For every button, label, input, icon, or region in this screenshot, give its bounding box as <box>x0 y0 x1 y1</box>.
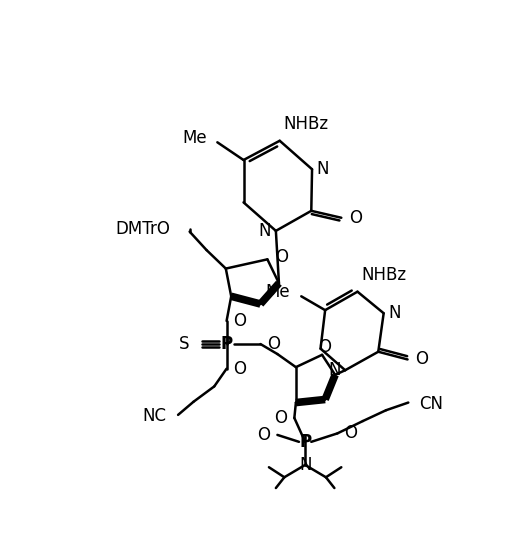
Text: O: O <box>344 424 357 442</box>
Text: O: O <box>318 338 331 356</box>
Text: P: P <box>220 335 233 353</box>
Text: NC: NC <box>143 407 167 426</box>
Text: N: N <box>317 160 329 178</box>
Text: O: O <box>257 426 270 444</box>
Text: N: N <box>328 361 341 379</box>
Text: O: O <box>415 350 428 368</box>
Text: DMTrO: DMTrO <box>116 219 170 237</box>
Text: Me: Me <box>182 129 206 148</box>
Text: Me: Me <box>266 284 291 301</box>
Text: O: O <box>275 248 288 266</box>
Text: O: O <box>267 335 280 353</box>
Text: O: O <box>233 360 246 378</box>
Text: S: S <box>179 335 190 353</box>
Text: P: P <box>299 433 311 451</box>
Text: N: N <box>299 456 312 474</box>
Text: CN: CN <box>419 395 443 413</box>
Text: O: O <box>233 312 246 330</box>
Text: O: O <box>349 209 362 227</box>
Text: NHBz: NHBz <box>362 266 406 284</box>
Text: N: N <box>259 222 271 240</box>
Text: O: O <box>275 409 288 427</box>
Text: N: N <box>388 304 401 323</box>
Text: NHBz: NHBz <box>283 115 329 133</box>
